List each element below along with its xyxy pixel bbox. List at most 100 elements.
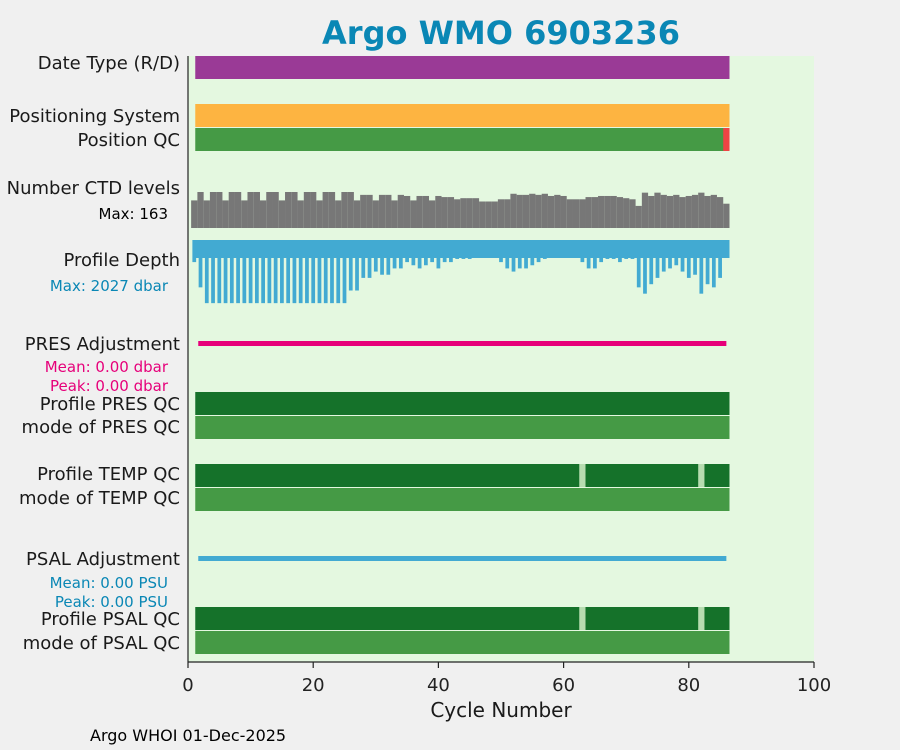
- profile-depth-bar-61: [567, 240, 572, 253]
- ctd-level-bar-62: [572, 199, 580, 228]
- profile-depth-bar-82: [699, 240, 704, 294]
- profile-depth-bar-32: [386, 240, 391, 275]
- label-profile-psal-qc: Profile PSAL QC: [40, 609, 180, 630]
- profile-depth-bar-11: [254, 240, 259, 304]
- ctd-level-bar-66: [598, 195, 605, 228]
- profile-depth-bar-56: [536, 240, 541, 263]
- ctd-level-bar-12: [259, 200, 267, 228]
- profile-depth-bar-17: [292, 240, 297, 304]
- profile-depth-bar-31: [380, 240, 384, 275]
- profile-depth-bar-45: [467, 240, 472, 259]
- pres-mean-note: Mean: 0.00 dbar: [44, 358, 168, 376]
- profile-depth-bar-55: [530, 240, 535, 266]
- profile-depth-bar-27: [355, 240, 359, 291]
- profile-depth-bar-78: [674, 240, 679, 266]
- profile-depth-bar-70: [624, 240, 629, 259]
- profile-depth-bar-18: [298, 240, 303, 304]
- ctd-level-bar-48: [485, 201, 492, 228]
- position-qc-band: [195, 128, 730, 151]
- profile-depth-bar-2: [198, 240, 203, 288]
- ctd-level-bar-27: [353, 200, 361, 228]
- ctd-level-bar-16: [285, 192, 292, 228]
- ctd-level-bar-44: [460, 198, 467, 228]
- ctd-level-bar-69: [616, 197, 624, 228]
- profile-depth-bar-26: [348, 240, 353, 291]
- ctd-level-bar-72: [635, 205, 642, 228]
- ctd-level-bar-51: [504, 199, 511, 228]
- profile-depth-bar-83: [705, 240, 710, 285]
- psal-mean-note: Mean: 0.00 PSU: [49, 574, 168, 592]
- profile-depth-bar-8: [236, 240, 240, 304]
- ctd-level-bar-9: [241, 200, 248, 228]
- ctd-level-bar-64: [585, 197, 592, 228]
- ctd-level-bar-8: [234, 192, 242, 228]
- ctd-level-bar-59: [554, 194, 561, 228]
- ctd-level-bar-63: [579, 199, 586, 228]
- psal-qc-gap-82: [698, 607, 705, 630]
- profile-depth-bar-59: [555, 240, 560, 253]
- ctd-level-bar-18: [297, 200, 304, 228]
- ctd-level-bar-76: [660, 194, 667, 228]
- profile-depth-bar-28: [361, 240, 366, 278]
- ctd-level-bar-84: [710, 194, 717, 228]
- ctd-level-bar-42: [447, 197, 455, 228]
- profile-depth-bar-1: [192, 240, 197, 263]
- ctd-level-bar-13: [266, 192, 273, 228]
- ctd-level-bar-15: [278, 200, 286, 228]
- profile-depth-bar-57: [542, 240, 547, 259]
- ctd-level-bar-70: [623, 198, 630, 228]
- profile-depth-bar-75: [655, 240, 660, 278]
- label-profile-temp-qc: Profile TEMP QC: [37, 464, 180, 485]
- ctd-level-bar-58: [547, 195, 555, 228]
- profile-depth-bar-6: [223, 240, 228, 304]
- ctd-level-bar-43: [454, 199, 461, 228]
- ctd-level-bar-1: [191, 200, 198, 228]
- label-pres-adjustment: PRES Adjustment: [24, 334, 180, 355]
- ctd-level-bar-45: [466, 198, 473, 228]
- profile-depth-bar-21: [317, 240, 322, 304]
- psal-qc-gap-63: [579, 607, 586, 630]
- profile-depth-bar-9: [242, 240, 247, 304]
- profile-depth-bar-10: [248, 240, 253, 304]
- profile-depth-bar-40: [436, 240, 441, 269]
- ctd-level-bar-4: [209, 192, 217, 228]
- position-qc-bad-86: [723, 128, 730, 151]
- ctd-level-bar-75: [654, 192, 661, 228]
- label-positioning-system: Positioning System: [9, 106, 180, 127]
- profile-depth-bar-50: [499, 240, 503, 263]
- profile-depth-bar-79: [680, 240, 685, 272]
- psal-adjustment-line: [198, 556, 727, 561]
- date-type-band: [195, 56, 730, 79]
- pres-peak-note: Peak: 0.00 dbar: [49, 377, 168, 395]
- profile-depth-bar-7: [229, 240, 234, 304]
- profile-depth-bar-60: [561, 240, 566, 250]
- ctd-level-bar-49: [491, 201, 498, 228]
- ctd-level-bar-34: [397, 194, 404, 228]
- profile-depth-bar-33: [392, 240, 397, 269]
- profile-depth-bar-12: [261, 240, 265, 304]
- profile-depth-bar-4: [211, 240, 215, 304]
- ctd-level-bar-46: [472, 198, 480, 228]
- ctd-level-bar-23: [328, 192, 336, 228]
- pres-adjustment-line: [198, 341, 727, 346]
- ctd-level-bar-20: [310, 192, 317, 228]
- profile-depth-bar-19: [305, 240, 309, 304]
- ctd-level-bar-77: [666, 195, 674, 228]
- x-tick-label-0: 0: [182, 675, 193, 696]
- profile-depth-bar-23: [330, 240, 334, 304]
- profile-depth-bar-37: [417, 240, 422, 269]
- profile-depth-bar-84: [711, 240, 716, 288]
- ctd-level-bar-60: [560, 195, 567, 228]
- profile-depth-bar-3: [204, 240, 209, 304]
- profile-depth-bar-81: [693, 240, 697, 275]
- mode-psal-qc-band: [195, 631, 730, 654]
- ctd-level-bar-33: [391, 200, 398, 228]
- profile-depth-bar-25: [342, 240, 347, 304]
- mode-temp-qc-band: [195, 488, 730, 511]
- label-profile-depth: Profile Depth: [63, 250, 180, 271]
- profile-depth-bar-24: [336, 240, 341, 304]
- ctd-level-bar-17: [291, 192, 298, 228]
- profile-depth-bar-22: [323, 240, 328, 304]
- profile-depth-bar-86: [724, 240, 729, 244]
